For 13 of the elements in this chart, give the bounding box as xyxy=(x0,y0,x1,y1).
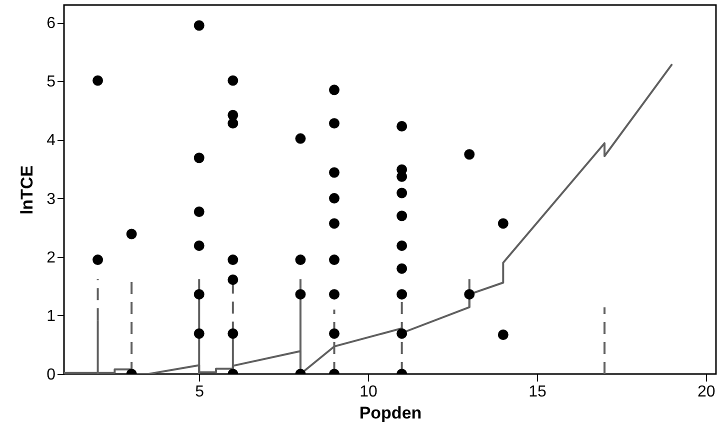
y-tick-label: 2 xyxy=(46,249,56,266)
y-tick-label: 0 xyxy=(46,366,56,384)
y-tick-label: 1 xyxy=(46,308,56,325)
y-axis-title: lnTCE xyxy=(18,165,37,215)
x-tick-label: 15 xyxy=(528,384,546,400)
x-tick-label: 5 xyxy=(195,384,204,400)
y-tick-label: 6 xyxy=(46,15,56,32)
y-tick-label: 5 xyxy=(46,74,56,91)
x-tick-label: 10 xyxy=(360,384,378,400)
x-tick-label: 20 xyxy=(697,384,716,400)
y-tick-label: 4 xyxy=(46,132,56,150)
x-axis-title: Popden xyxy=(359,404,422,422)
y-tick-label: 3 xyxy=(46,190,56,208)
